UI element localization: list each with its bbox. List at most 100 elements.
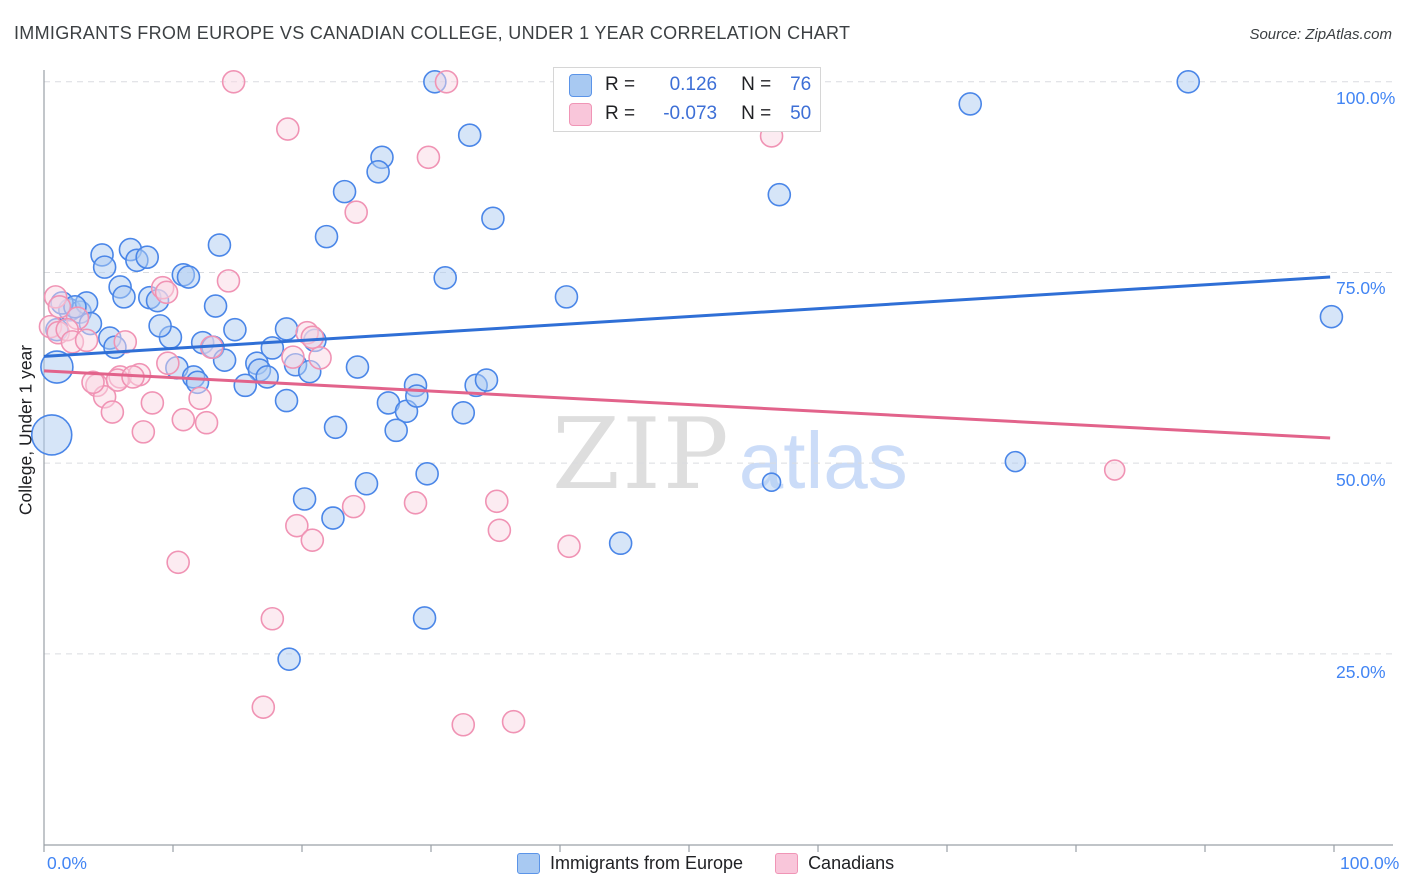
data-point-pink[interactable] bbox=[341, 494, 366, 519]
data-point-blue[interactable] bbox=[292, 487, 317, 511]
data-point-pink[interactable] bbox=[487, 518, 512, 543]
data-point-pink[interactable] bbox=[194, 410, 219, 435]
data-point-blue[interactable] bbox=[30, 414, 73, 456]
data-point-pink[interactable] bbox=[484, 489, 509, 514]
data-point-blue[interactable] bbox=[1176, 70, 1201, 94]
data-point-pink[interactable] bbox=[416, 145, 441, 170]
legend-n-value: 76 bbox=[790, 74, 812, 95]
data-point-pink[interactable] bbox=[1103, 459, 1126, 481]
data-point-pink[interactable] bbox=[276, 117, 300, 141]
y-tick-25: 25.0% bbox=[1336, 662, 1386, 682]
data-point-blue[interactable] bbox=[481, 206, 505, 231]
bottom-legend-swatch-blue bbox=[517, 853, 540, 874]
data-point-blue[interactable] bbox=[405, 384, 429, 408]
data-point-pink[interactable] bbox=[285, 513, 309, 538]
data-point-blue[interactable] bbox=[203, 294, 228, 318]
source-credit: Source: ZipAtlas.com bbox=[1249, 26, 1392, 43]
data-point-blue[interactable] bbox=[384, 418, 408, 443]
data-point-pink[interactable] bbox=[171, 407, 196, 432]
data-point-pink[interactable] bbox=[47, 294, 72, 319]
data-point-pink[interactable] bbox=[74, 328, 99, 353]
data-point-pink[interactable] bbox=[260, 606, 285, 631]
data-point-pink[interactable] bbox=[557, 534, 581, 559]
data-point-blue[interactable] bbox=[554, 285, 579, 309]
data-point-pink[interactable] bbox=[221, 70, 246, 94]
data-point-blue[interactable] bbox=[314, 224, 339, 249]
legend-swatch-pink bbox=[569, 102, 592, 126]
data-point-pink[interactable] bbox=[300, 325, 325, 350]
legend-n-label: N = bbox=[741, 103, 772, 124]
legend-r-value: -0.073 bbox=[663, 103, 718, 124]
data-point-blue[interactable] bbox=[451, 401, 476, 425]
data-point-blue[interactable] bbox=[1004, 450, 1027, 473]
data-point-pink[interactable] bbox=[281, 345, 305, 369]
y-tick-75: 75.0% bbox=[1336, 278, 1386, 298]
data-point-blue[interactable] bbox=[366, 159, 390, 184]
data-point-blue[interactable] bbox=[135, 245, 159, 270]
data-point-blue[interactable] bbox=[321, 506, 345, 530]
data-point-blue[interactable] bbox=[457, 123, 482, 147]
data-point-blue[interactable] bbox=[274, 388, 299, 413]
data-point-blue[interactable] bbox=[92, 255, 117, 279]
data-point-blue[interactable] bbox=[415, 462, 439, 486]
legend-row-immigrants: R = 0.126 N = 76 bbox=[569, 71, 820, 100]
data-point-pink[interactable] bbox=[300, 528, 325, 552]
data-point-pink[interactable] bbox=[154, 280, 179, 305]
data-point-pink[interactable] bbox=[188, 386, 212, 411]
x-tick-max: 100.0% bbox=[1340, 853, 1400, 873]
data-point-pink[interactable] bbox=[100, 400, 125, 424]
trend-line-blue bbox=[43, 275, 1331, 358]
data-point-blue[interactable] bbox=[958, 92, 983, 116]
data-point-blue[interactable] bbox=[354, 471, 379, 496]
legend-n-label: N = bbox=[741, 74, 772, 95]
data-point-blue[interactable] bbox=[433, 266, 457, 290]
data-point-pink[interactable] bbox=[156, 351, 180, 376]
data-point-blue[interactable] bbox=[767, 182, 792, 207]
data-point-pink[interactable] bbox=[501, 709, 526, 734]
data-point-blue[interactable] bbox=[255, 365, 279, 389]
legend-swatch-blue bbox=[569, 73, 592, 97]
data-point-blue[interactable] bbox=[233, 373, 258, 398]
data-point-pink[interactable] bbox=[344, 200, 368, 225]
data-point-blue[interactable] bbox=[148, 314, 172, 338]
data-point-blue[interactable] bbox=[277, 647, 301, 671]
data-point-blue[interactable] bbox=[40, 350, 74, 384]
data-point-pink[interactable] bbox=[140, 391, 165, 415]
data-point-pink[interactable] bbox=[113, 330, 138, 354]
data-point-pink[interactable] bbox=[434, 70, 459, 94]
data-point-pink[interactable] bbox=[403, 491, 428, 515]
data-point-blue[interactable] bbox=[608, 531, 633, 556]
data-point-pink[interactable] bbox=[131, 420, 156, 444]
data-point-blue[interactable] bbox=[207, 233, 232, 257]
data-point-blue[interactable] bbox=[176, 265, 201, 289]
data-point-pink[interactable] bbox=[216, 269, 241, 293]
data-point-pink[interactable] bbox=[308, 346, 332, 370]
data-point-blue[interactable] bbox=[345, 355, 370, 379]
bottom-legend-label: Immigrants from Europe bbox=[550, 853, 744, 873]
bottom-legend-item-immigrants: Immigrants from Europe bbox=[517, 853, 743, 874]
data-point-blue[interactable] bbox=[1319, 304, 1344, 329]
data-point-blue[interactable] bbox=[332, 179, 357, 204]
chart-title: IMMIGRANTS FROM EUROPE VS CANADIAN COLLE… bbox=[14, 23, 851, 43]
bottom-legend: Immigrants from Europe Canadians bbox=[517, 853, 894, 874]
bottom-legend-label: Canadians bbox=[808, 853, 895, 873]
y-axis-title: College, Under 1 year bbox=[15, 344, 36, 516]
data-point-blue[interactable] bbox=[323, 415, 348, 440]
data-point-pink[interactable] bbox=[81, 370, 105, 395]
data-point-pink[interactable] bbox=[251, 695, 276, 720]
data-point-pink[interactable] bbox=[166, 550, 190, 575]
data-point-blue[interactable] bbox=[274, 317, 299, 341]
legend-r-value: 0.126 bbox=[669, 74, 718, 95]
data-point-pink[interactable] bbox=[451, 712, 476, 737]
data-point-blue[interactable] bbox=[474, 368, 499, 392]
data-point-blue[interactable] bbox=[412, 606, 437, 630]
bottom-legend-item-canadians: Canadians bbox=[775, 853, 894, 874]
data-point-blue[interactable] bbox=[223, 317, 247, 342]
legend-row-canadians: R = -0.073 N = 50 bbox=[569, 100, 820, 129]
data-point-blue[interactable] bbox=[112, 285, 136, 309]
legend-r-label: R = bbox=[605, 74, 636, 95]
bottom-legend-swatch-pink bbox=[775, 853, 799, 874]
data-point-blue[interactable] bbox=[761, 472, 782, 493]
